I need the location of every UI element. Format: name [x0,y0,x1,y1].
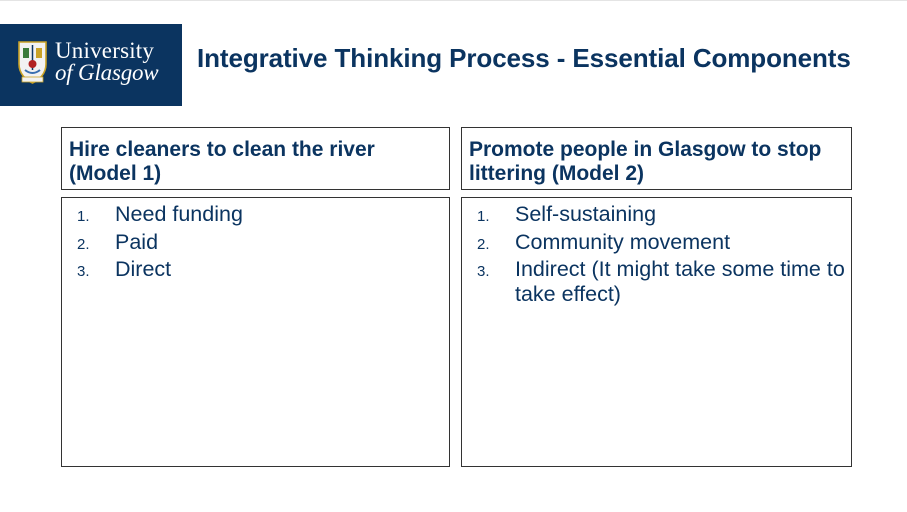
list-text: Community movement [515,229,731,254]
model-1-heading-box: Hire cleaners to clean the river (Model … [61,127,450,190]
list-text: Direct [115,257,172,281]
list-item: 1. Need funding [68,202,443,230]
model-2-heading-box: Promote people in Glasgow to stop litter… [461,127,852,190]
list-text: Need funding [115,202,243,226]
list-item: 3. Indirect (It might take some time to … [468,257,845,306]
model-2-list: 1. Self-sustaining 2. Community movement… [468,202,845,306]
model-1-heading: Hire cleaners to clean the river (Model … [69,138,375,185]
list-item: 2. Paid [68,230,443,258]
list-text: Paid [115,229,159,254]
logo-wordmark: University of Glasgow [55,38,159,85]
list-number: 3. [77,263,90,280]
list-item: 1. Self-sustaining [468,202,845,230]
list-number: 1. [477,208,490,225]
top-divider [0,0,907,1]
list-text: Indirect (It might take some time to tak… [515,257,845,306]
model-1-list: 1. Need funding 2. Paid 3. Direct [68,202,443,285]
university-logo: University of Glasgow [0,24,182,106]
model-2-heading: Promote people in Glasgow to stop litter… [469,138,822,185]
list-item: 3. Direct [68,257,443,285]
list-number: 2. [77,235,90,253]
slide-title: Integrative Thinking Process - Essential… [197,43,851,73]
list-number: 3. [477,263,490,280]
logo-line-2: of Glasgow [55,60,159,85]
logo-line-1: University [55,38,155,63]
model-2-body-box: 1. Self-sustaining 2. Community movement… [461,197,852,467]
list-number: 1. [77,208,90,225]
list-item: 2. Community movement [468,230,845,258]
list-number: 2. [477,235,490,253]
list-text: Self-sustaining [515,202,657,226]
model-1-body-box: 1. Need funding 2. Paid 3. Direct [61,197,450,467]
university-crest-icon [18,41,47,84]
